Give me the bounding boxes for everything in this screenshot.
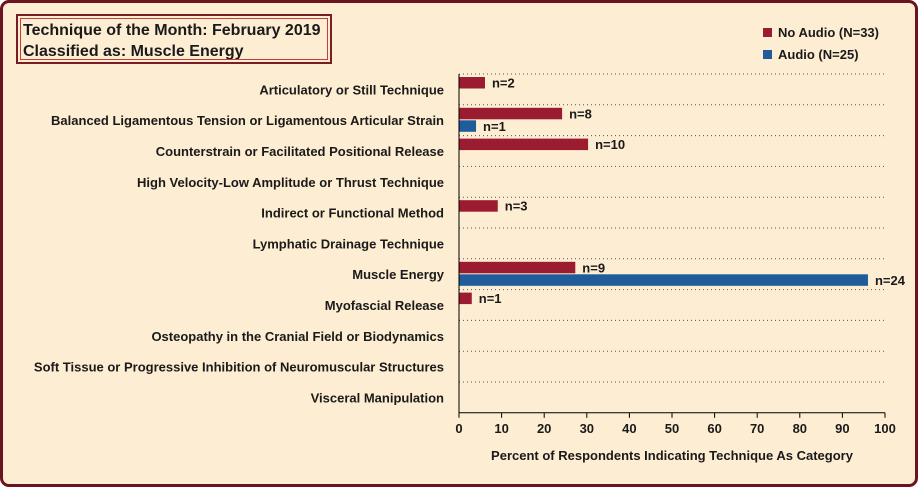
x-axis-title: Percent of Respondents Indicating Techni… — [491, 448, 854, 463]
category-label: Lymphatic Drainage Technique — [253, 236, 444, 251]
bar-no-audio — [459, 292, 472, 305]
category-label: Soft Tissue or Progressive Inhibition of… — [34, 360, 444, 375]
category-label: Balanced Ligamentous Tension or Ligament… — [51, 113, 444, 128]
category-label: High Velocity-Low Amplitude or Thrust Te… — [137, 175, 444, 190]
bar-no-audio — [459, 138, 589, 151]
x-tick-label: 90 — [835, 421, 849, 436]
bar-no-audio — [459, 200, 498, 212]
data-label: n=3 — [505, 199, 528, 214]
data-label: n=10 — [595, 137, 625, 152]
bar-no-audio — [459, 107, 563, 120]
x-tick-label: 100 — [874, 421, 896, 436]
legend-swatch-no-audio — [763, 27, 772, 37]
x-tick-label: 50 — [665, 421, 679, 436]
x-tick-label: 40 — [622, 421, 636, 436]
x-tick-label: 60 — [707, 421, 721, 436]
category-label: Counterstrain or Facilitated Positional … — [156, 144, 444, 159]
legend-swatch-audio — [763, 49, 772, 59]
bar-no-audio — [459, 77, 485, 89]
legend-item-no-audio: No Audio (N=33) — [763, 21, 879, 43]
data-label: n=1 — [479, 291, 502, 306]
x-tick-label: 70 — [750, 421, 764, 436]
legend-label-audio: Audio (N=25) — [778, 46, 859, 62]
chart-subtitle: Classified as: Muscle Energy — [23, 43, 244, 60]
data-label: n=2 — [492, 76, 515, 91]
category-label: Myofascial Release — [325, 298, 444, 313]
legend-label-no-audio: No Audio (N=33) — [778, 24, 879, 40]
data-label: n=9 — [582, 260, 605, 275]
category-label: Visceral Manipulation — [311, 390, 444, 405]
chart-legend: No Audio (N=33) Audio (N=25) — [763, 21, 879, 65]
category-label: Muscle Energy — [352, 267, 445, 282]
x-tick-label: 0 — [455, 421, 462, 436]
x-tick-label: 20 — [537, 421, 551, 436]
category-label: Articulatory or Still Technique — [259, 82, 444, 97]
bar-audio — [459, 274, 868, 286]
category-label: Indirect or Functional Method — [261, 206, 444, 221]
chart-title: Technique of the Month: February 2019 — [23, 22, 321, 39]
data-label: n=8 — [569, 106, 592, 121]
x-tick-label: 80 — [793, 421, 807, 436]
legend-item-audio: Audio (N=25) — [763, 43, 879, 65]
category-label: Osteopathy in the Cranial Field or Biody… — [151, 329, 444, 344]
bar-no-audio — [459, 261, 576, 274]
x-tick-label: 30 — [580, 421, 594, 436]
data-label: n=1 — [483, 119, 506, 134]
bar-audio — [459, 120, 477, 132]
x-tick-label: 10 — [494, 421, 508, 436]
chart-title-box: Technique of the Month: February 2019 Cl… — [16, 14, 332, 64]
data-label: n=24 — [875, 273, 906, 288]
